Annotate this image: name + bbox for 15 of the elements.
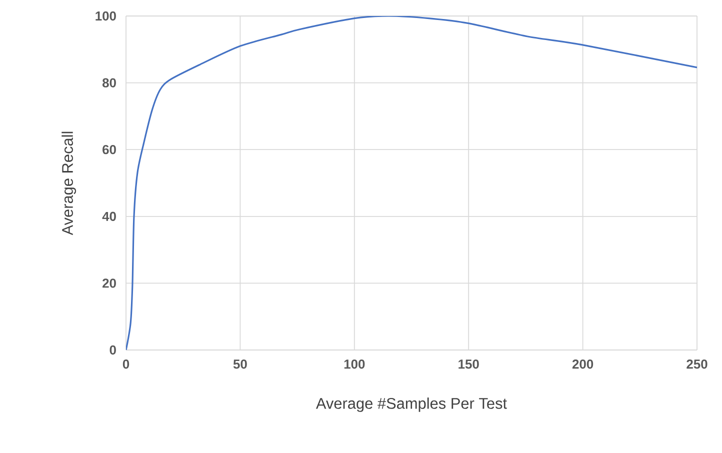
x-tick-label: 50	[233, 360, 247, 369]
y-tick-label: 80	[102, 78, 116, 88]
y-tick-label: 100	[96, 11, 116, 21]
y-tick-label: 0	[110, 345, 116, 355]
x-tick-label: 200	[572, 360, 594, 369]
x-tick-label: 250	[686, 360, 708, 369]
y-tick-label: 20	[102, 278, 116, 288]
x-axis-title: Average #Samples Per Test	[316, 398, 507, 412]
y-tick-label: 40	[102, 212, 116, 221]
x-tick-label: 150	[458, 360, 479, 369]
line-series	[126, 16, 698, 350]
x-tick-label: 0	[122, 360, 130, 369]
x-tick-label: 100	[344, 360, 365, 369]
y-axis-title: Average Recall	[62, 132, 76, 236]
y-tick-label: 60	[102, 145, 116, 154]
